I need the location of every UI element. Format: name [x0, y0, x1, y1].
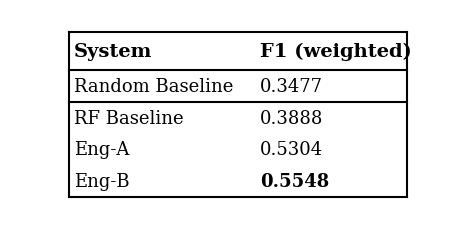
Text: 0.5304: 0.5304: [260, 141, 323, 158]
Text: Random Baseline: Random Baseline: [74, 78, 233, 96]
Text: 0.3477: 0.3477: [260, 78, 322, 96]
Text: Eng-B: Eng-B: [74, 172, 130, 190]
Text: F1 (weighted): F1 (weighted): [260, 43, 411, 61]
Text: Eng-A: Eng-A: [74, 141, 129, 158]
Text: 0.5548: 0.5548: [260, 172, 329, 190]
Text: 0.3888: 0.3888: [260, 109, 323, 127]
Text: System: System: [74, 43, 152, 61]
Text: RF Baseline: RF Baseline: [74, 109, 183, 127]
